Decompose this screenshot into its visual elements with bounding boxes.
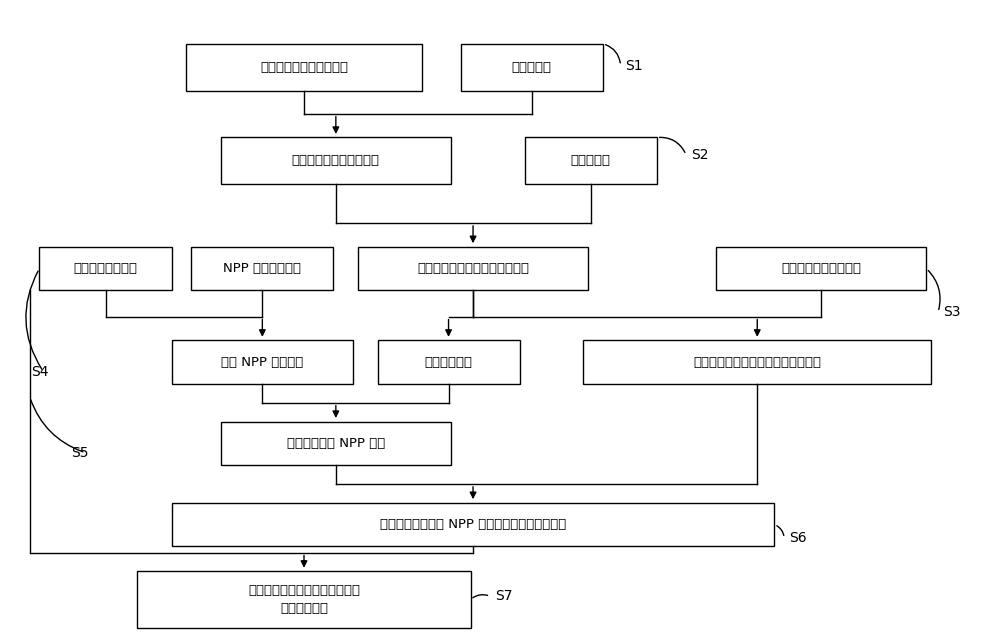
Bar [583,340,931,384]
Text: 草谷比系数: 草谷比系数 [512,61,552,74]
Text: S2: S2 [691,148,709,162]
Text: 行政单元秸秆理论资源量: 行政单元秸秆理论资源量 [292,154,380,168]
Bar [186,44,422,90]
Bar [137,571,471,627]
Text: S6: S6 [789,531,807,545]
Text: 行政单元秸秆资源可收集利用量: 行政单元秸秆资源可收集利用量 [417,262,529,275]
Text: 可能源化利用秸秆比例: 可能源化利用秸秆比例 [781,262,861,275]
Text: S1: S1 [625,59,643,73]
Bar [358,247,588,290]
Text: S4: S4 [32,364,49,378]
Text: 行政单元耕地单位 NPP 秸秆可能源化利用资源量: 行政单元耕地单位 NPP 秸秆可能源化利用资源量 [380,518,566,531]
Bar [524,138,657,184]
Text: 行政单元秸秆可能源化利用资源总量: 行政单元秸秆可能源化利用资源总量 [693,355,821,369]
Text: 耕地空间分布数据: 耕地空间分布数据 [74,262,138,275]
Bar [461,44,603,90]
Bar [172,503,774,547]
Text: S7: S7 [495,589,513,603]
Text: 可收集系数: 可收集系数 [571,154,611,168]
Bar [172,340,353,384]
Text: 行政区划数据: 行政区划数据 [425,355,473,369]
Text: NPP 遥感模拟数据: NPP 遥感模拟数据 [223,262,301,275]
Bar [39,247,172,290]
Text: 耕地 NPP 空间分布: 耕地 NPP 空间分布 [221,355,303,369]
Text: S3: S3 [943,305,960,319]
Bar [378,340,520,384]
Text: 行政单元农作物产量数据: 行政单元农作物产量数据 [260,61,348,74]
Bar [191,247,333,290]
Bar [221,422,451,465]
Bar [716,247,926,290]
Bar [221,138,451,184]
Text: 农作物秸秆可能源化利用资源密
度空间分布图: 农作物秸秆可能源化利用资源密 度空间分布图 [248,584,360,615]
Text: S5: S5 [71,446,88,460]
Text: 行政单元耕地 NPP 总量: 行政单元耕地 NPP 总量 [287,437,385,450]
